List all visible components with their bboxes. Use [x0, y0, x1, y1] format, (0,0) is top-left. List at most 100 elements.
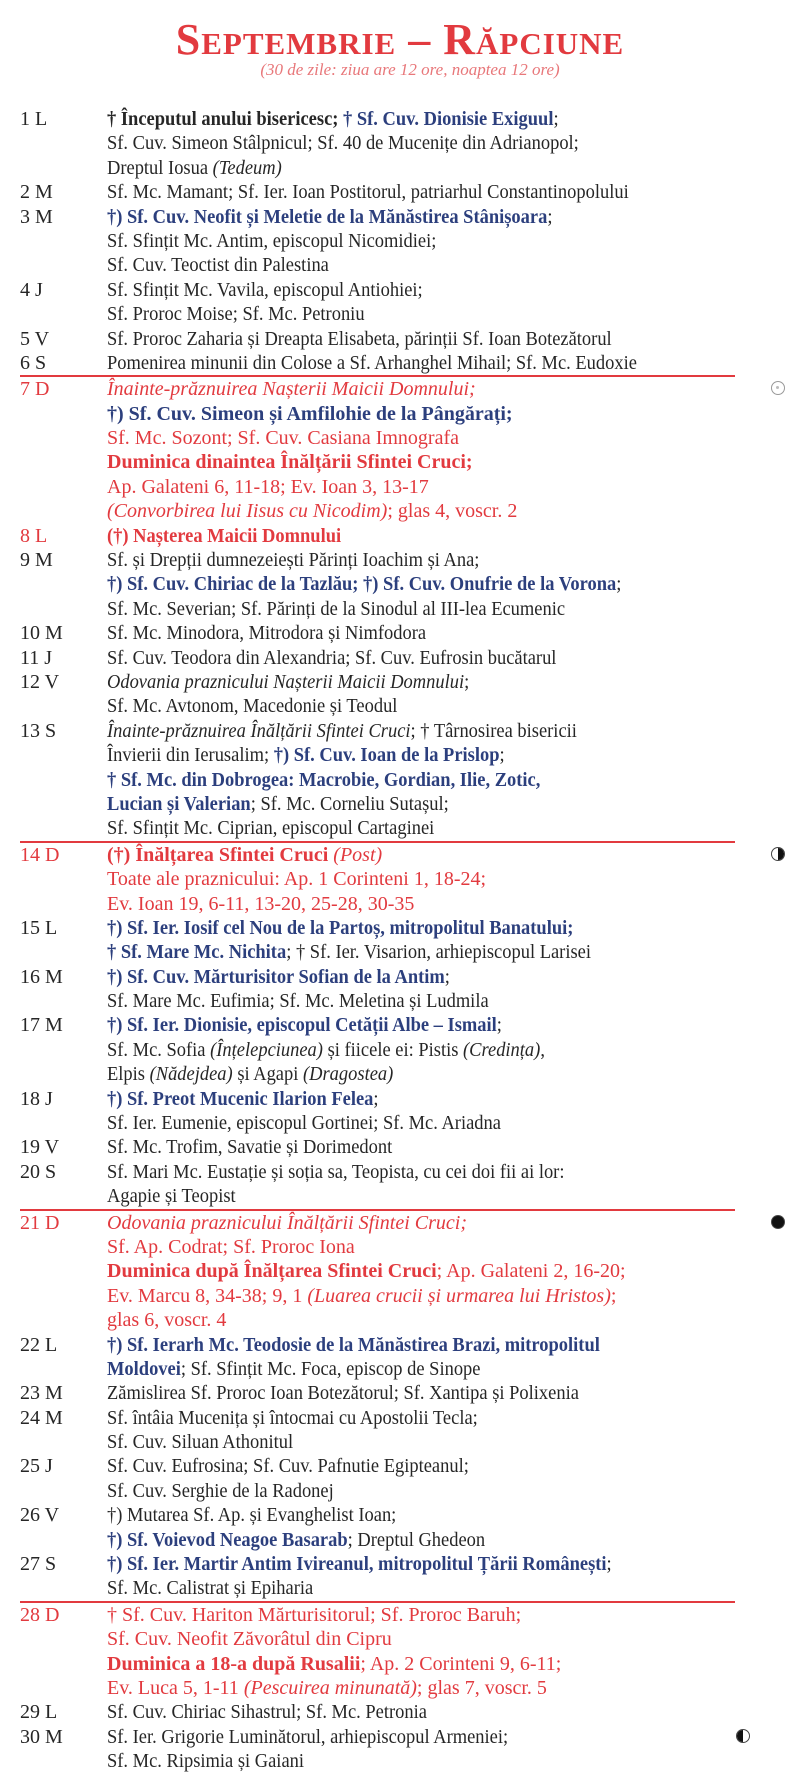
entry-text: †) Sf. Ierarh Mc. Teodosie de la Mănăsti… — [107, 1333, 600, 1356]
entry-text: Duminica după Înălțarea Sfintei Cruci — [107, 1260, 437, 1283]
entry-line: †) Mutarea Sf. Ap. și Evanghelist Ioan; — [107, 1503, 747, 1527]
entry-line: †) Sf. Cuv. Chiriac de la Tazlău; †) Sf.… — [107, 572, 747, 596]
calendar-day: 13 S Înainte-prăznuirea Înălțării Sfintei… — [0, 719, 800, 841]
entry-text: ; Sf. Mc. Corneliu Sutașul; — [250, 792, 449, 815]
calendar-day: 2 M Sf. Mc. Mamant; Sf. Ier. Ioan Postito… — [0, 180, 800, 204]
day-label: 23 M — [20, 1382, 63, 1405]
entry-text: (Pescuirea minunată) — [243, 1677, 417, 1699]
entry-line: † Sf. Mc. din Dobrogea: Macrobie, Gordia… — [107, 768, 747, 792]
entry-line: Sf. Cuv. Teoctist din Palestina — [107, 253, 747, 277]
entry-text: ; — [499, 744, 505, 767]
entry-text: †) Sf. Cuv. Ioan de la Prislop — [273, 744, 500, 767]
entry-text: †) Sf. Preot Mucenic Ilarion Felea — [107, 1087, 374, 1110]
entry-line: Sf. Mc. Mamant; Sf. Ier. Ioan Postitorul… — [107, 180, 747, 204]
entry-line: †) Sf. Voievod Neagoe Basarab; Dreptul G… — [107, 1528, 747, 1552]
entry-text: † Sf. Mc. din Dobrogea: Macrobie, Gordia… — [107, 768, 541, 791]
entry-line: Sf. Proroc Moise; Sf. Mc. Petroniu — [107, 302, 747, 326]
entry-text: Sf. Proroc Zaharia și Dreapta Elisabeta,… — [107, 327, 612, 350]
entry-line: Sf. Ier. Grigorie Luminătorul, arhiepisc… — [107, 1725, 747, 1749]
entry-text: Sf. Mc. Sozont; Sf. Cuv. Casiana Imnogra… — [107, 427, 459, 450]
entry-text: † Sf. Cuv. Hariton Mărturisitorul; Sf. P… — [107, 1603, 522, 1626]
calendar-day: 27 S †) Sf. Ier. Martir Antim Ivireanul, … — [0, 1552, 800, 1601]
entry-text: ; — [444, 965, 450, 988]
entry-text: Sf. Mc. Sofia — [107, 1038, 211, 1061]
entry-text: †) Sf. Cuv. Chiriac de la Tazlău; †) Sf.… — [107, 573, 617, 596]
entry-line: Sf. Mc. Minodora, Mitrodora și Nimfodora — [107, 621, 747, 645]
entry-text: Sf. Sfințit Mc. Antim, episcopul Nicomid… — [107, 229, 437, 252]
entry-line: Sf. Cuv. Chiriac Sihastrul; Sf. Mc. Petr… — [107, 1700, 747, 1724]
calendar-day: 18 J †) Sf. Preot Mucenic Ilarion Felea; S… — [0, 1087, 800, 1136]
entry-text: ; Ap. 2 Corinteni 9, 6-11; — [360, 1652, 562, 1675]
calendar-day: 20 S Sf. Mari Mc. Eustație și soția sa, T… — [0, 1160, 800, 1209]
calendar-day-sunday: 28 D † Sf. Cuv. Hariton Mărturisitorul; S… — [20, 1600, 735, 1701]
entry-line: Elpis (Nădejdea) și Agapi (Dragostea) — [107, 1062, 747, 1086]
entry-line: Sf. Mc. Calistrat și Epiharia — [107, 1576, 747, 1600]
day-label: 21 D — [20, 1211, 60, 1234]
entry-text: ; Sf. Sfințit Mc. Foca, episcop de Sinop… — [180, 1357, 481, 1380]
entry-line: Duminica a 18-a după Rusalii; Ap. 2 Cori… — [107, 1652, 735, 1676]
entry-text: (Înțelepciunea) — [210, 1038, 323, 1061]
entry-text: † Sf. Mare Mc. Nichita — [107, 941, 287, 964]
entry-text: Sf. Mc. Severian; Sf. Părinți de la Sino… — [107, 597, 566, 620]
calendar-day: 29 L Sf. Cuv. Chiriac Sihastrul; Sf. Mc. … — [0, 1700, 800, 1724]
entry-text: (Luarea crucii și urmarea lui Hristos) — [307, 1284, 611, 1307]
entry-line: Sf. Mc. Avtonom, Macedonie și Teodul — [107, 694, 747, 718]
entry-text: Sf. Mare Mc. Eufimia; Sf. Mc. Meletina ș… — [107, 990, 489, 1013]
entry-text: (Convorbirea lui Iisus cu Nicodim) — [107, 500, 388, 523]
entry-line: Sf. Mari Mc. Eustație și soția sa, Teopi… — [107, 1160, 747, 1184]
entry-text: Sf. întâia Mucenița și întocmai cu Apost… — [107, 1406, 478, 1429]
entry-text: ; † Sf. Ier. Visarion, arhiepiscopul Lar… — [286, 941, 591, 964]
entry-text: Sf. Proroc Moise; Sf. Mc. Petroniu — [107, 303, 365, 326]
entry-text: Sf. Cuv. Eufrosina; Sf. Cuv. Pafnutie Eg… — [107, 1455, 469, 1478]
calendar-day: 16 M †) Sf. Cuv. Mărturisitor Sofian de l… — [0, 965, 800, 1014]
entry-text: Sf. Mc. Calistrat și Epiharia — [107, 1577, 314, 1600]
day-label: 18 J — [20, 1087, 53, 1110]
calendar-day: 15 L †) Sf. Ier. Iosif cel Nou de la Part… — [0, 916, 800, 965]
entry-text: †) Sf. Ier. Martir Antim Ivireanul, mitr… — [107, 1553, 607, 1576]
entry-line: Sf. Cuv. Serghie de la Radonej — [107, 1479, 747, 1503]
entry-text: Sf. Cuv. Teodora din Alexandria; Sf. Cuv… — [107, 646, 557, 669]
entry-text: Sf. Mc. Minodora, Mitrodora și Nimfodora — [107, 622, 427, 645]
entry-text: Elpis — [107, 1063, 150, 1086]
entry-text: †) Sf. Cuv. Simeon și Amfilohie de la Pâ… — [107, 402, 513, 425]
entry-text: (†) Nașterea Maicii Domnului — [107, 524, 342, 547]
entry-text: (Dragostea) — [303, 1063, 394, 1086]
entry-line: Sf. Mare Mc. Eufimia; Sf. Mc. Meletina ș… — [107, 989, 747, 1013]
entry-text: ; — [610, 1284, 617, 1307]
entry-text: Duminica a 18-a după Rusalii — [107, 1652, 361, 1675]
entry-line: Pomenirea minunii din Colose a Sf. Arhan… — [107, 351, 747, 375]
entry-line: Sf. Mc. Sofia (Înțelepciunea) și fiicele… — [107, 1038, 747, 1062]
moon-phase-first-icon — [771, 846, 785, 861]
entry-text: ; — [616, 573, 622, 596]
entry-text: ; † Târnosirea bisericii — [410, 719, 577, 742]
entry-line: † Sf. Cuv. Hariton Mărturisitorul; Sf. P… — [107, 1603, 735, 1627]
calendar-day: 6 S Pomenirea minunii din Colose a Sf. Ar… — [0, 351, 800, 375]
entry-line: †) Sf. Ier. Martir Antim Ivireanul, mitr… — [107, 1552, 747, 1576]
entry-text: Zămislirea Sf. Proroc Ioan Botezătorul; … — [107, 1382, 579, 1405]
calendar-day: 8 L (†) Nașterea Maicii Domnului — [0, 524, 800, 548]
day-label: 13 S — [20, 719, 57, 742]
entry-text: Toate ale praznicului: Ap. 1 Corinteni 1… — [107, 868, 487, 891]
entry-line: Sf. Mc. Ripsimia și Gaiani — [107, 1749, 747, 1773]
entry-text: Duminica dinaintea Înălțării Sfintei Cru… — [107, 451, 473, 474]
day-label: 4 J — [20, 278, 43, 301]
entry-text: (†) Înălțarea Sfintei Cruci — [107, 843, 334, 866]
calendar-day-sunday: 14 D (†) Înălțarea Sfintei Cruci (Post) To… — [20, 840, 785, 916]
entry-line: Sf. Mc. Severian; Sf. Părinți de la Sino… — [107, 597, 747, 621]
day-label: 15 L — [20, 916, 58, 939]
entry-text: Dreptul Iosua — [107, 156, 213, 179]
entry-text: și Agapi — [232, 1063, 304, 1086]
entry-text: ; Ap. Galateni 2, 16-20; — [436, 1260, 626, 1283]
day-label: 2 M — [20, 181, 53, 204]
entry-text: , — [540, 1038, 545, 1061]
entry-line: Sf. Ier. Eumenie, episcopul Gortinei; Sf… — [107, 1111, 747, 1135]
entry-text: ; — [373, 1087, 379, 1110]
entry-text: †) Sf. Ier. Iosif cel Nou de la Partoș, … — [107, 916, 574, 939]
entry-text: Agapie și Teopist — [107, 1185, 236, 1208]
entry-line: Sf. Mc. Trofim, Savatie și Dorimedont — [107, 1135, 747, 1159]
moon-phase-last-icon — [736, 1728, 750, 1743]
day-label: 8 L — [20, 524, 48, 547]
day-label: 3 M — [20, 205, 53, 228]
day-label: 9 M — [20, 549, 53, 572]
entry-line: † Începutul anului bisericesc; † Sf. Cuv… — [107, 107, 747, 131]
